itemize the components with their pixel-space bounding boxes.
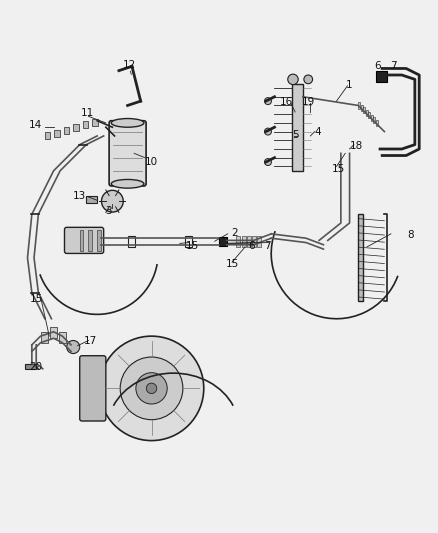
Bar — [45, 133, 50, 140]
Text: 8: 8 — [407, 230, 414, 240]
Bar — [366, 110, 368, 116]
Bar — [83, 122, 88, 128]
Text: 7: 7 — [390, 61, 396, 71]
Bar — [376, 71, 387, 82]
Bar — [368, 112, 371, 118]
Bar — [97, 230, 101, 251]
Text: 6: 6 — [248, 240, 255, 251]
Text: 18: 18 — [350, 141, 363, 150]
Text: 2: 2 — [231, 228, 237, 238]
Text: 10: 10 — [145, 157, 158, 167]
Bar — [54, 130, 60, 136]
Bar — [358, 102, 360, 109]
Circle shape — [265, 128, 272, 135]
Bar — [292, 84, 303, 171]
Text: 1: 1 — [346, 79, 353, 90]
Text: 3: 3 — [105, 206, 111, 216]
Ellipse shape — [111, 180, 144, 188]
Bar — [59, 332, 66, 343]
Circle shape — [67, 341, 80, 353]
Text: 13: 13 — [73, 191, 86, 201]
Bar — [64, 127, 69, 134]
Bar — [80, 230, 83, 251]
Text: 4: 4 — [315, 126, 321, 136]
Text: 17: 17 — [84, 336, 97, 346]
Text: 11: 11 — [81, 108, 94, 118]
Bar — [373, 117, 375, 124]
Bar — [50, 327, 57, 338]
Bar — [361, 105, 363, 111]
Ellipse shape — [111, 118, 144, 127]
Bar — [358, 214, 363, 301]
Circle shape — [99, 336, 204, 441]
Text: 14: 14 — [29, 120, 42, 130]
Text: 15: 15 — [186, 240, 200, 251]
Circle shape — [146, 383, 157, 393]
Circle shape — [102, 190, 123, 212]
Circle shape — [136, 373, 167, 404]
Bar — [185, 236, 192, 247]
Circle shape — [265, 158, 272, 166]
Bar — [74, 124, 79, 131]
Circle shape — [265, 98, 272, 104]
Bar — [252, 236, 256, 247]
Text: 7: 7 — [265, 240, 271, 251]
Text: 12: 12 — [123, 60, 136, 70]
Bar — [376, 120, 378, 126]
FancyBboxPatch shape — [109, 120, 146, 186]
Circle shape — [304, 75, 313, 84]
Bar — [128, 236, 135, 247]
Bar — [92, 119, 98, 126]
Text: 15: 15 — [332, 164, 345, 174]
Circle shape — [120, 357, 183, 419]
FancyBboxPatch shape — [64, 228, 104, 254]
Bar — [247, 236, 251, 247]
Text: 19: 19 — [302, 97, 315, 107]
Bar — [219, 237, 227, 246]
Bar — [371, 115, 373, 121]
Text: 20: 20 — [29, 362, 42, 373]
Bar — [363, 107, 365, 114]
Text: 15: 15 — [30, 294, 43, 304]
Bar — [42, 332, 48, 343]
Bar — [88, 230, 92, 251]
Circle shape — [288, 74, 298, 85]
Text: 6: 6 — [374, 61, 381, 71]
Text: 5: 5 — [292, 130, 298, 140]
Bar — [257, 236, 261, 247]
Bar — [237, 236, 240, 247]
Bar — [242, 236, 246, 247]
Bar — [25, 364, 36, 369]
Bar — [86, 196, 97, 204]
FancyBboxPatch shape — [80, 356, 106, 421]
Text: 16: 16 — [280, 97, 293, 107]
Text: 15: 15 — [226, 260, 239, 269]
